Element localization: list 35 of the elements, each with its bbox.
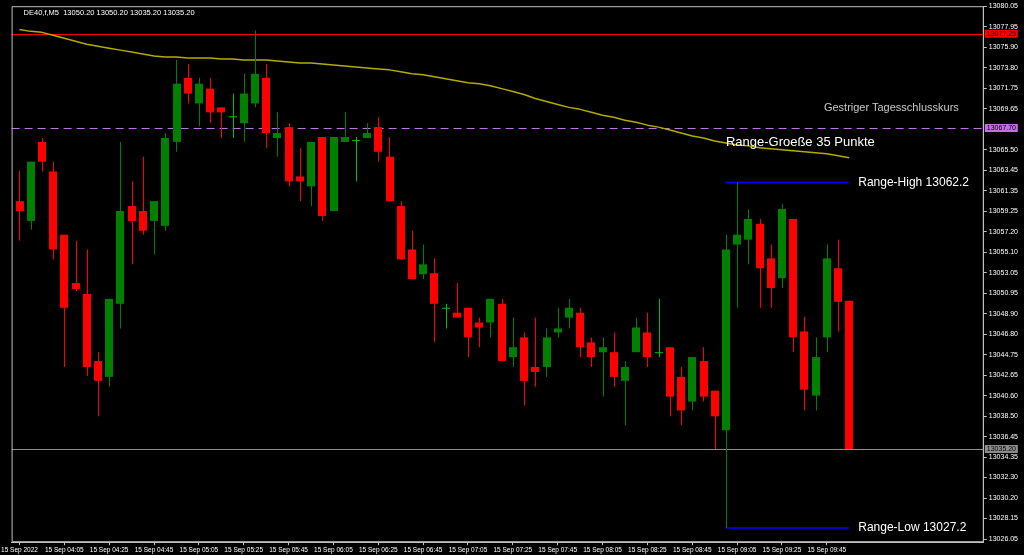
candlestick (565, 298, 573, 329)
candlestick (139, 156, 147, 236)
candlestick (531, 317, 539, 388)
candlestick (442, 303, 450, 329)
candlestick (150, 200, 158, 255)
candlestick (217, 106, 225, 139)
text: Range-High 13062.2 (858, 174, 970, 189)
candlestick (621, 360, 629, 426)
candlestick (509, 317, 517, 368)
candlestick (587, 336, 595, 368)
candlestick (475, 317, 483, 348)
candlestick (341, 111, 349, 143)
candlestick (733, 181, 741, 309)
candlestick (72, 240, 80, 292)
annotation: Range-Groeße 35 Punkte (725, 133, 875, 149)
candlestick (184, 63, 192, 104)
text: Range-Low 13027.2 (858, 520, 967, 535)
candlestick (599, 336, 607, 398)
candlestick (744, 208, 752, 265)
candlestick (296, 147, 304, 202)
candlestick (486, 298, 494, 338)
candlestick (352, 136, 360, 182)
candlestick (195, 77, 203, 127)
candlestick (419, 244, 427, 280)
candlestick (655, 298, 663, 358)
candlestick (38, 137, 46, 173)
candlestick (206, 77, 214, 124)
candlestick (94, 351, 102, 417)
candlestick (273, 111, 281, 158)
candlestick (453, 282, 461, 319)
candlestick (554, 307, 562, 338)
candlestick (128, 180, 136, 265)
candlestick (16, 170, 24, 242)
annotation: Gestriger Tagesschlusskurs (823, 101, 960, 114)
candlestick (229, 93, 237, 139)
